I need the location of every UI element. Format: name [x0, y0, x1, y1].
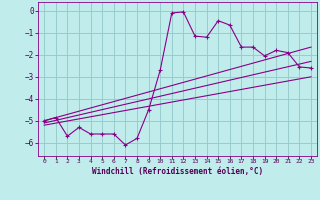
X-axis label: Windchill (Refroidissement éolien,°C): Windchill (Refroidissement éolien,°C)	[92, 167, 263, 176]
